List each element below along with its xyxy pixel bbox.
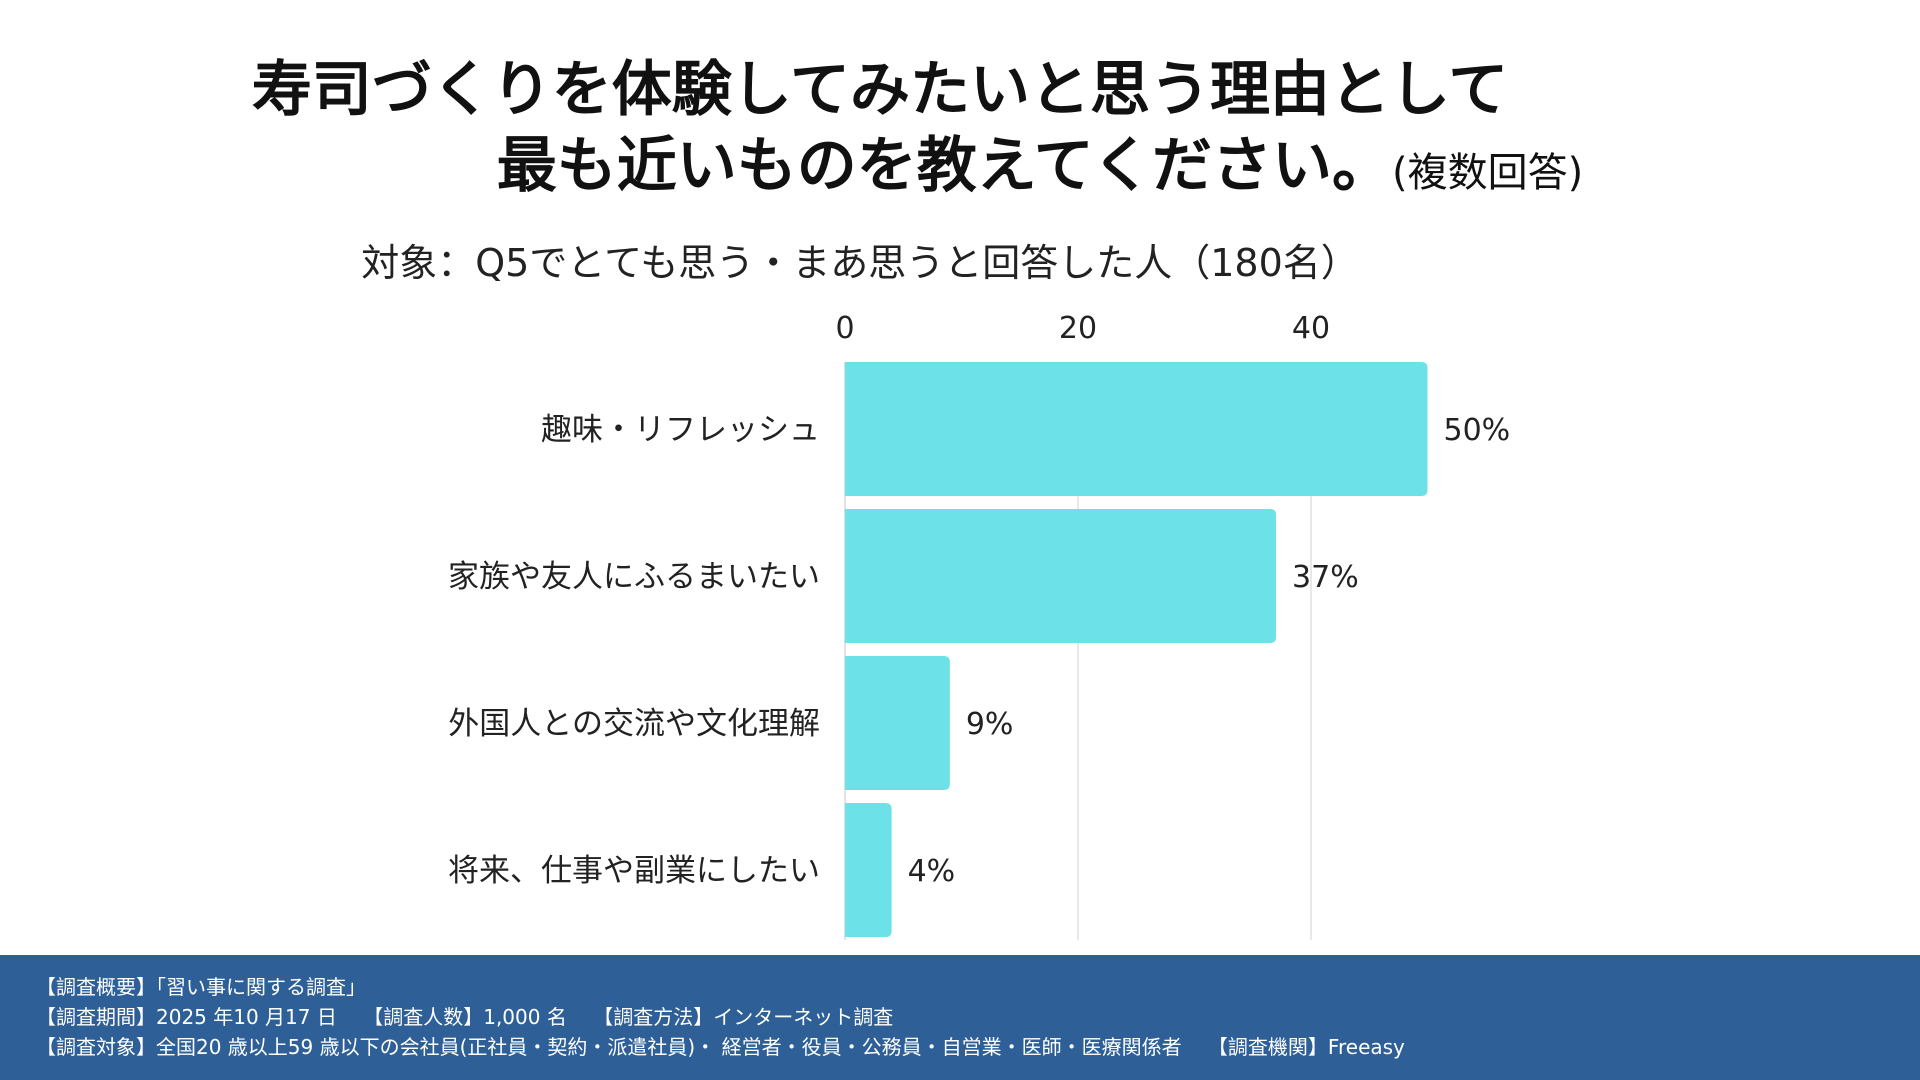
value-label-2: 9% xyxy=(966,707,1014,742)
bar-2 xyxy=(845,656,950,790)
chart-title: 寿司づくりを体験してみたいと思う理由として 最も近いものを教えてください。(複数… xyxy=(0,52,1920,211)
chart-subtitle: 対象：Q5でとても思う・まあ思うと回答した人（180名） xyxy=(361,241,1359,285)
category-label-3: 将来、仕事や副業にしたい xyxy=(448,853,820,889)
chart-title-line1: 寿司づくりを体験してみたいと思う理由として xyxy=(251,55,1509,125)
chart-title-line2-text: 最も近いものを教えてください。 xyxy=(496,131,1392,201)
footer-line-period: 【調査期間】2025 年10 月17 日 【調査人数】1,000 名 【調査方法… xyxy=(36,1005,894,1029)
category-label-1: 家族や友人にふるまいたい xyxy=(448,559,820,595)
value-label-1: 37% xyxy=(1292,560,1359,595)
footer-line-overview: 【調査概要】「習い事に関する調査」 xyxy=(36,975,366,999)
value-label-3: 4% xyxy=(908,854,956,889)
chart-title-line2: 最も近いものを教えてください。(複数回答) xyxy=(160,128,1920,211)
bar-0 xyxy=(845,362,1428,496)
footer-line-target: 【調査対象】全国20 歳以上59 歳以下の会社員(正社員・契約・派遣社員)・ 経… xyxy=(36,1035,1405,1059)
category-label-2: 外国人との交流や文化理解 xyxy=(448,706,820,742)
x-tick-label-0: 0 xyxy=(835,311,854,346)
x-tick-label-40: 40 xyxy=(1292,311,1330,346)
bar-chart: 0 20 40 趣味・リフレッシュ 50% 家族や友人にふるまいたい 37% 外国人との交流や… xyxy=(448,311,1511,940)
bar-1 xyxy=(845,509,1277,643)
survey-footer: 【調査概要】「習い事に関する調査」 【調査期間】2025 年10 月17 日 【… xyxy=(0,955,1920,1080)
chart-title-note: (複数回答) xyxy=(1391,150,1584,196)
value-label-0: 50% xyxy=(1444,413,1511,448)
x-tick-label-20: 20 xyxy=(1059,311,1097,346)
bar-3 xyxy=(845,803,892,937)
category-label-0: 趣味・リフレッシュ xyxy=(541,412,820,448)
